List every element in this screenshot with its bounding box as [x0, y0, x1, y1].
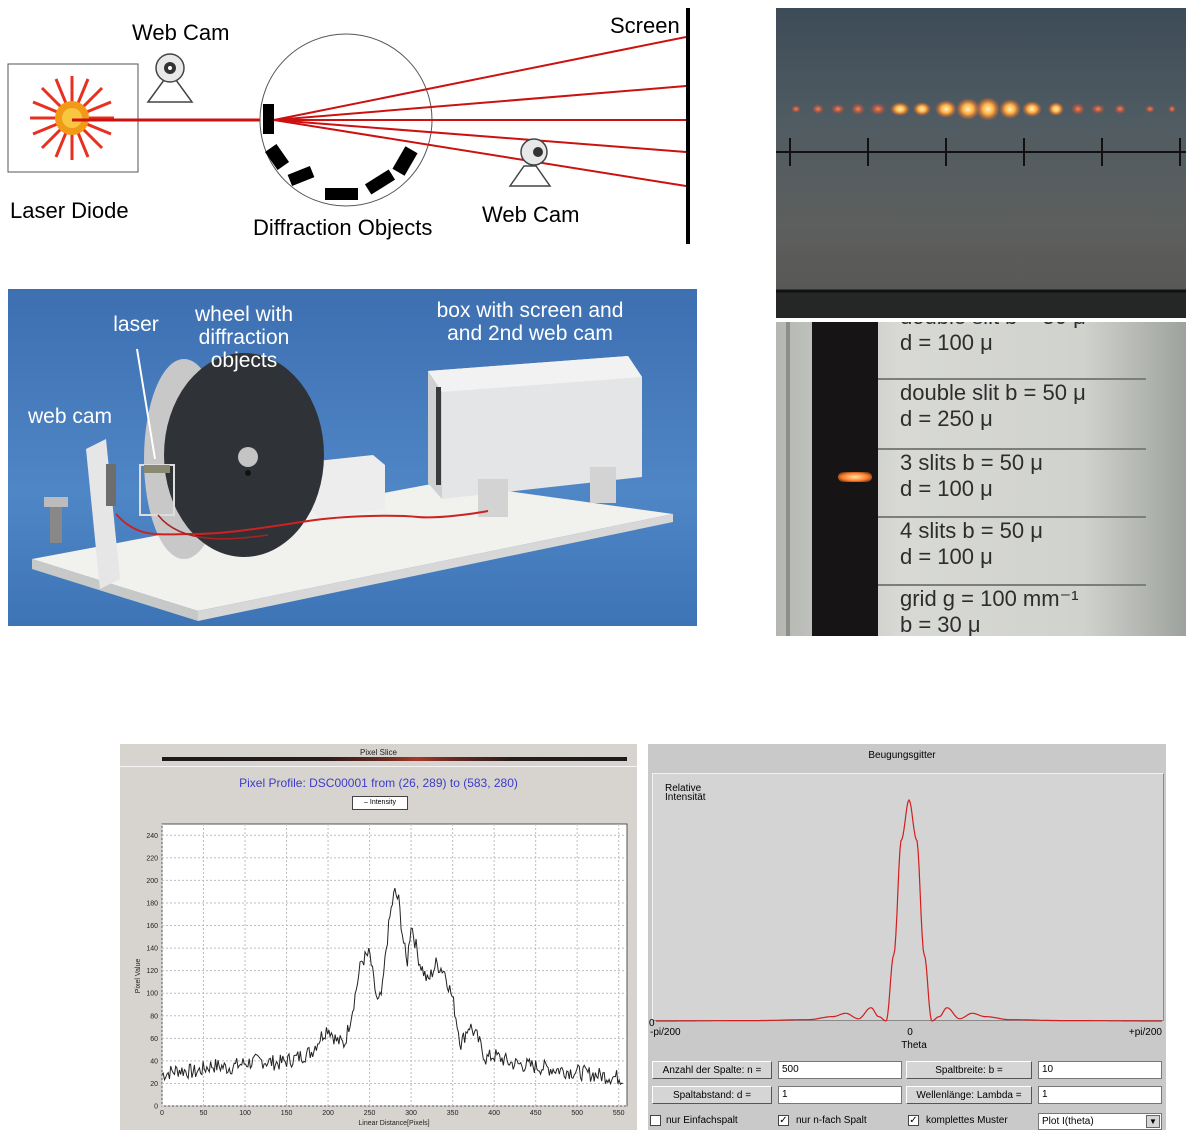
- x-tick-label: 350: [447, 1110, 459, 1117]
- y-tick-label: 180: [146, 900, 158, 907]
- pixel-profile-panel: Pixel Slice Pixel Profile: DSC00001 from…: [120, 744, 637, 1130]
- beugungsgitter-plot-area: [652, 773, 1164, 1021]
- full-pattern-label: komplettes Muster: [926, 1115, 1008, 1126]
- pixel-profile-xlabel: Linear Distance[Pixels]: [358, 1120, 429, 1127]
- n-slits-input[interactable]: 500: [778, 1061, 902, 1079]
- y-tick-label: 40: [150, 1058, 158, 1065]
- beugungsgitter-title: Beugungsgitter: [868, 750, 936, 761]
- label-wheel: wheel with diffraction objects: [194, 303, 294, 372]
- intensity-legend: – Intensity: [352, 796, 408, 810]
- y-tick-label: 220: [146, 855, 158, 862]
- x-tick-label: 150: [281, 1110, 293, 1117]
- n-slits-button[interactable]: Anzahl der Spalte: n =: [652, 1061, 772, 1079]
- laser-starburst-icon: [30, 76, 114, 160]
- objects-label: Diffraction Objects: [253, 215, 432, 240]
- x-tick-label: 100: [239, 1110, 251, 1117]
- setup-schematic: Web Cam Screen Laser Diode Diffraction O…: [7, 8, 690, 244]
- webcam-photo: [86, 439, 120, 589]
- laser-label: Laser Diode: [10, 198, 129, 223]
- pixel-slice-header: Pixel Slice: [360, 748, 397, 757]
- webcam-top-label: Web Cam: [132, 20, 229, 45]
- single-slit-checkbox[interactable]: [650, 1115, 661, 1126]
- x-tick-label: 0: [160, 1110, 164, 1117]
- scale-ruler: [776, 138, 1186, 166]
- n-slit-label: nur n-fach Spalt: [796, 1115, 867, 1126]
- label-laser: laser: [113, 313, 159, 336]
- intensity-series-line: [161, 887, 623, 1086]
- pixel-profile-title: Pixel Profile: DSC00001 from (26, 289) t…: [239, 776, 518, 790]
- y-tick-label: 140: [146, 946, 158, 953]
- pixel-slice-strip: [162, 757, 627, 761]
- diffraction-pattern-photo: [776, 8, 1186, 318]
- x-right-label: +pi/200: [1129, 1027, 1163, 1038]
- y-tick-label: 240: [146, 833, 158, 840]
- x-tick-label: 50: [200, 1110, 208, 1117]
- slit-width-button[interactable]: Spaltbreite: b =: [906, 1061, 1032, 1079]
- x-tick-label: 300: [405, 1110, 417, 1117]
- x-tick-label: 400: [488, 1110, 500, 1117]
- label-webcam: web cam: [27, 405, 113, 428]
- slit-width-input[interactable]: 10: [1038, 1061, 1162, 1079]
- y-zero-label: 0: [649, 1018, 655, 1029]
- full-pattern-checkbox[interactable]: ✓: [908, 1115, 919, 1126]
- webcam-top-icon: [146, 53, 194, 103]
- y-tick-label: 60: [150, 1036, 158, 1043]
- setup-photo: laser wheel with diffraction objects box …: [8, 289, 697, 626]
- theta-label: Theta: [901, 1040, 927, 1051]
- x-mid-label: 0: [907, 1027, 913, 1038]
- label-box: box with screen and and 2nd web cam: [436, 299, 624, 345]
- plot-type-select[interactable]: Plot I(theta): [1038, 1113, 1162, 1130]
- slit-spacing-input[interactable]: 1: [778, 1086, 902, 1104]
- diffraction-objects: [263, 104, 418, 200]
- intensity-curve: [656, 798, 1162, 1022]
- x-tick-label: 550: [613, 1110, 625, 1117]
- rel-intensity-label-2: Intensität: [665, 792, 706, 803]
- x-tick-label: 450: [530, 1110, 542, 1117]
- slit-spacing-button[interactable]: Spaltabstand: d =: [652, 1086, 772, 1104]
- y-tick-label: 80: [150, 1013, 158, 1020]
- slide-card-photo: double slit b = 50 μd = 100 μ double sli…: [776, 322, 1186, 636]
- y-tick-label: 200: [146, 878, 158, 885]
- laser-spot: [838, 472, 872, 482]
- screen-label: Screen: [610, 13, 680, 38]
- y-tick-label: 120: [146, 968, 158, 975]
- pixel-profile-plot-area: [161, 823, 628, 1107]
- single-slit-label: nur Einfachspalt: [666, 1115, 738, 1126]
- slide-row-0: double slit b = 50 μd = 100 μ: [878, 322, 1146, 364]
- n-slit-checkbox[interactable]: ✓: [778, 1115, 789, 1126]
- base-board: [32, 482, 673, 611]
- beugungsgitter-panel: Beugungsgitter Relative Intensität 0 -pi…: [648, 744, 1166, 1130]
- webcam-bottom-icon: [508, 138, 552, 187]
- y-tick-label: 0: [154, 1104, 158, 1111]
- wavelength-input[interactable]: 1: [1038, 1086, 1162, 1104]
- diffraction-spots: [791, 97, 1176, 121]
- x-left-label: -pi/200: [650, 1027, 681, 1038]
- slide-row-4: grid g = 100 mm⁻¹ b = 30 μ: [878, 584, 1146, 636]
- x-tick-label: 250: [364, 1110, 376, 1117]
- y-tick-label: 100: [146, 991, 158, 998]
- screen-box: [428, 356, 642, 499]
- y-tick-label: 20: [150, 1081, 158, 1088]
- rel-intensity-label-1: Relative: [665, 783, 702, 794]
- wavelength-button[interactable]: Wellenlänge: Lambda =: [906, 1086, 1032, 1104]
- y-tick-label: 160: [146, 923, 158, 930]
- x-tick-label: 500: [571, 1110, 583, 1117]
- webcam-bottom-label: Web Cam: [482, 202, 579, 227]
- chevron-down-icon[interactable]: ▼: [1146, 1115, 1160, 1128]
- pixel-profile-ylabel: Pixel Value: [135, 959, 142, 994]
- x-tick-label: 200: [322, 1110, 334, 1117]
